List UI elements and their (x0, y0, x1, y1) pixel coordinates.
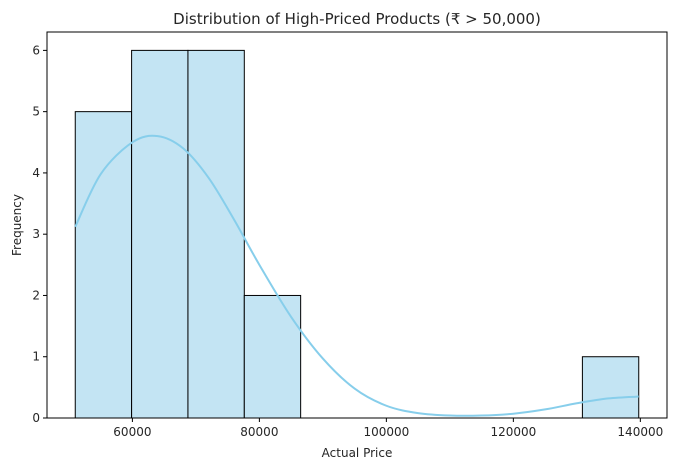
histogram-bar-1 (131, 49, 189, 419)
kde-curve (74, 134, 639, 417)
histogram-bar-2 (187, 49, 245, 419)
y-tick-label: 6 (32, 43, 40, 57)
x-axis-label: Actual Price (322, 446, 393, 460)
histogram-bar-0 (74, 111, 133, 419)
y-tick-label: 3 (32, 227, 40, 241)
x-tick-label: 100000 (363, 425, 409, 439)
x-axis: 60000 80000 100000 120000 140000 (113, 418, 663, 439)
y-tick-label: 1 (32, 350, 40, 364)
x-tick-label: 120000 (490, 425, 536, 439)
plot-frame (46, 31, 668, 419)
y-tick-label: 0 (32, 411, 40, 425)
histogram-bar-3 (243, 294, 302, 419)
x-tick-label: 60000 (113, 425, 151, 439)
chart-title: Distribution of High-Priced Products (₹ … (173, 10, 541, 28)
histogram-bar-9 (581, 356, 640, 419)
bars-group (74, 49, 640, 419)
y-tick-label: 4 (32, 166, 40, 180)
y-tick-label: 5 (32, 105, 40, 119)
y-axis-label: Frequency (10, 194, 24, 256)
x-tick-label: 140000 (617, 425, 663, 439)
y-axis: 0 1 2 3 4 5 6 (32, 43, 47, 425)
x-tick-label: 80000 (240, 425, 278, 439)
y-tick-label: 2 (32, 288, 40, 302)
